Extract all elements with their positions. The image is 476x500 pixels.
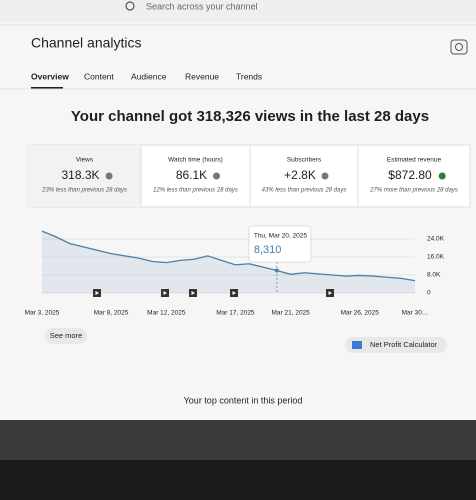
page-background — [0, 0, 476, 420]
headline: Your channel got 318,326 views in the la… — [71, 108, 429, 125]
x-tick-label: Mar 12, 2025 — [147, 310, 186, 317]
calculator-icon — [352, 341, 362, 349]
tooltip-point — [274, 268, 279, 273]
desk — [0, 460, 476, 500]
camera-icon[interactable] — [450, 39, 468, 55]
card-note[interactable]: 27% more than previous 28 days — [369, 188, 458, 194]
x-tick-label: Mar 30… — [402, 310, 429, 317]
tooltip — [248, 225, 312, 263]
search-icon — [125, 1, 135, 11]
y-tick-label: 8.0K — [427, 272, 441, 279]
y-tick-label: 16.0K — [427, 254, 445, 261]
see-more-label[interactable]: See more — [50, 331, 83, 340]
calculator-label[interactable]: Net Profit Calculator — [370, 340, 438, 349]
tab[interactable]: Overview — [31, 71, 69, 81]
video-marker-icon — [163, 291, 167, 295]
card-note[interactable]: 23% less than previous 28 days — [41, 188, 127, 194]
page-title: Channel analytics — [31, 35, 142, 51]
see-more-button[interactable] — [45, 328, 87, 344]
x-tick-label: Mar 3, 2025 — [25, 310, 60, 317]
tooltip-date: Thu, Mar 20, 2025 — [254, 233, 307, 240]
card-trend-icon — [213, 172, 220, 180]
card-value[interactable]: $872.80 — [388, 168, 432, 182]
top-bar — [0, 0, 476, 22]
section-title: Your top content in this period — [184, 395, 303, 405]
card-label[interactable]: Subscribers — [287, 157, 322, 164]
video-marker-icon — [95, 291, 99, 295]
screen-bezel — [0, 420, 476, 460]
search-placeholder[interactable]: Search across your channel — [146, 1, 258, 11]
calculator-button[interactable] — [345, 337, 447, 353]
card-trend-icon — [321, 172, 329, 180]
card-label[interactable]: Estimated revenue — [387, 157, 442, 164]
video-marker-icon — [328, 291, 332, 295]
y-tick-label: 0 — [427, 290, 431, 297]
x-tick-label: Mar 17, 2025 — [216, 310, 255, 317]
video-marker-icon — [191, 291, 195, 295]
card-value[interactable]: 318.3K — [61, 168, 99, 182]
x-tick-label: Mar 8, 2025 — [94, 310, 129, 317]
area — [42, 231, 415, 293]
camera-lens — [455, 43, 463, 51]
card-selected[interactable] — [28, 145, 141, 207]
card-label[interactable]: Views — [76, 157, 94, 164]
card-note[interactable]: 43% less than previous 28 days — [262, 188, 347, 194]
tab[interactable]: Trends — [236, 71, 262, 81]
card-trend-icon — [105, 172, 113, 180]
card-note[interactable]: 12% less than previous 28 days — [153, 188, 238, 194]
tab[interactable]: Revenue — [185, 71, 219, 81]
x-tick-label: Mar 21, 2025 — [272, 310, 311, 317]
card-trend-icon — [438, 172, 446, 180]
card-value[interactable]: 86.1K — [176, 168, 207, 182]
x-tick-label: Mar 26, 2025 — [341, 310, 380, 317]
tab[interactable]: Audience — [131, 71, 167, 81]
video-marker-icon — [232, 291, 236, 295]
card-label[interactable]: Watch time (hours) — [168, 157, 223, 164]
y-tick-label: 24.0K — [427, 236, 445, 243]
card-value[interactable]: +2.8K — [284, 168, 316, 182]
tooltip-value: 8,310 — [254, 244, 282, 256]
line — [41, 230, 416, 282]
tab[interactable]: Content — [84, 71, 114, 81]
